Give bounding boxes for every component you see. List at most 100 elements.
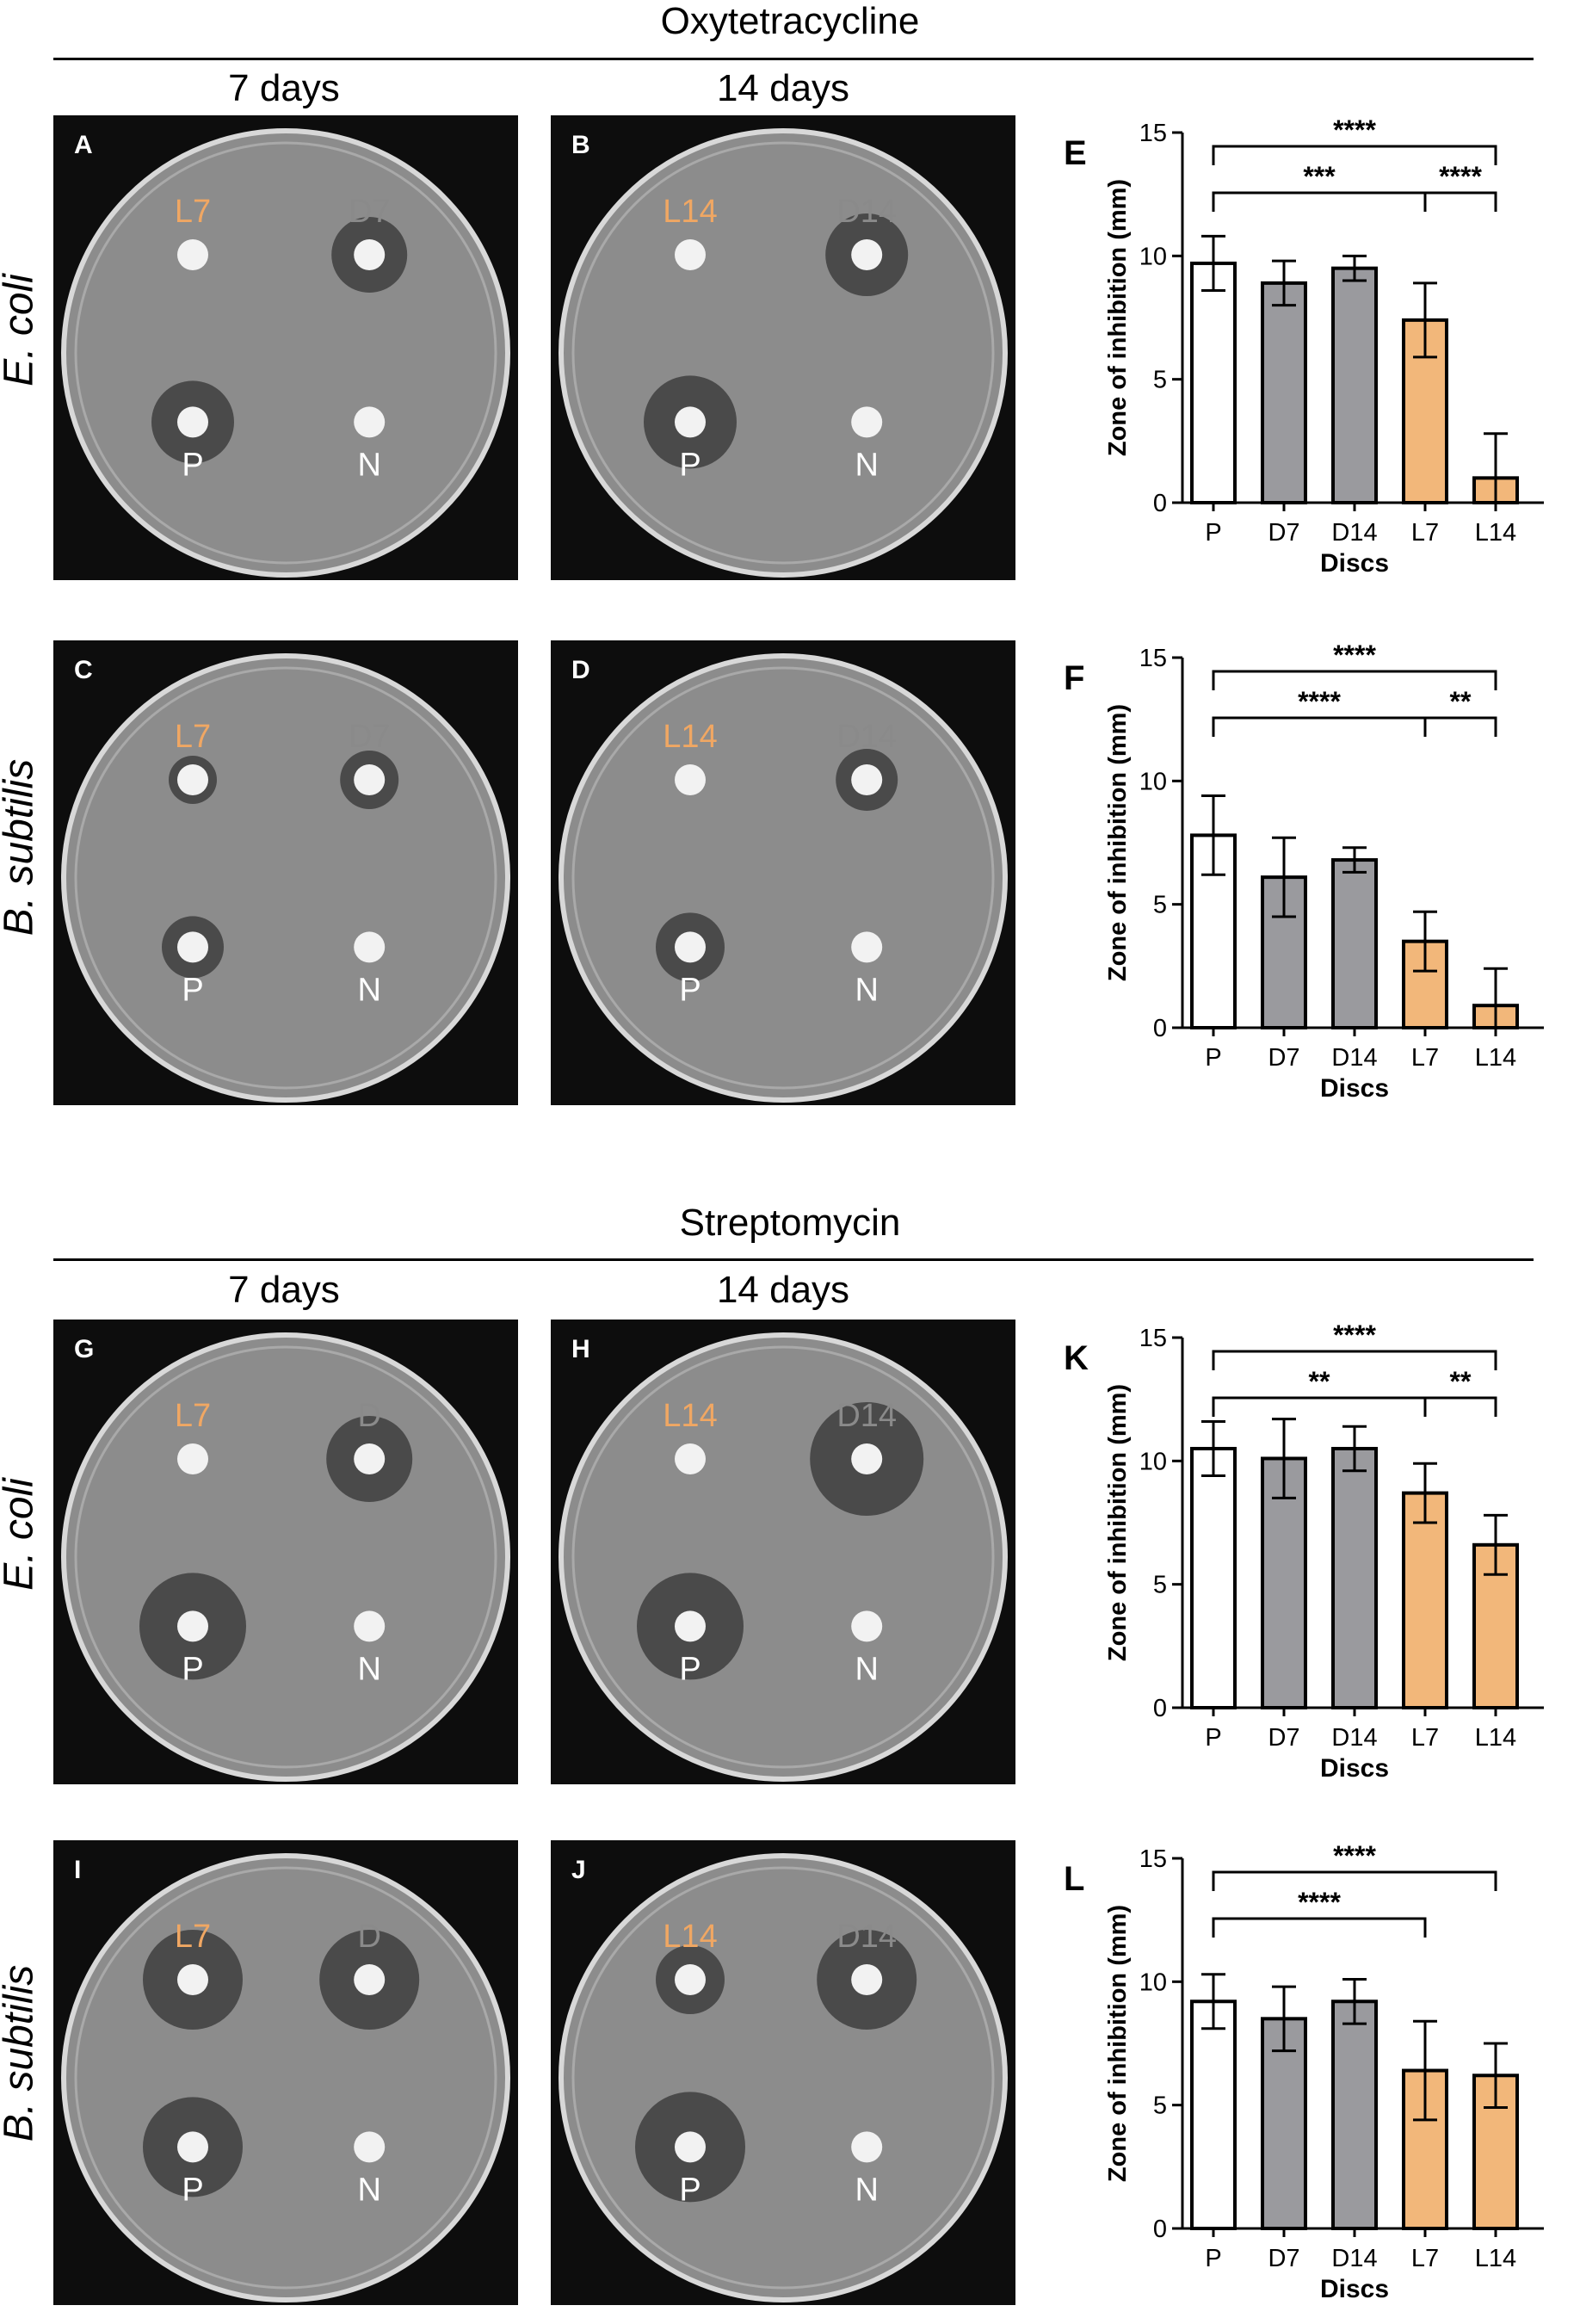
x-tick-label: L7 — [1411, 2245, 1439, 2272]
section-rule — [53, 58, 1534, 60]
disc-label-bl: P — [182, 972, 203, 1008]
antibiotic-disc — [675, 1964, 706, 1995]
x-tick-label: D7 — [1268, 2245, 1299, 2272]
y-tick-label: 10 — [1139, 1448, 1167, 1475]
x-tick-label: D7 — [1268, 519, 1299, 547]
antibiotic-disc — [354, 2131, 386, 2163]
plate-photo-d: L14 D14 P N D — [551, 640, 1015, 1105]
disc-label-bl: P — [679, 447, 701, 483]
x-tick-label: P — [1205, 519, 1221, 547]
antibiotic-disc — [177, 406, 208, 438]
antibiotic-disc — [177, 1443, 208, 1474]
panel-letter: I — [74, 1856, 82, 1884]
significance-bracket — [1212, 1870, 1497, 1891]
plate-photo-a: L7 D7 P N A — [53, 115, 518, 580]
disc-label-bl: P — [679, 972, 701, 1008]
disc-label-br: N — [357, 2172, 380, 2208]
significance-bracket — [1212, 670, 1497, 690]
panel-letter: A — [74, 131, 93, 159]
antibiotic-disc — [851, 2131, 883, 2163]
bar-d14 — [1331, 2000, 1378, 2230]
disc-label-br: N — [855, 972, 878, 1008]
row-label-b-subtilis: B. subtilis — [0, 1964, 42, 2142]
disc-label-br: N — [855, 1651, 878, 1687]
y-tick-label: 15 — [1139, 120, 1167, 147]
y-tick-label: 10 — [1139, 1969, 1167, 1996]
plate-photo-j: L14 D14 P N J — [551, 1840, 1015, 2305]
bar-chart-l: L 0 5 10 15 Zone of inhibition (mm) P D7 D14 L7 L1… — [1048, 1838, 1565, 2324]
column-label-7-days: 7 days — [228, 1269, 340, 1311]
significance-bracket — [1212, 1396, 1427, 1417]
disc-label-tr: D7 — [349, 719, 391, 755]
x-tick-label: L7 — [1411, 1724, 1439, 1752]
row-label-e-coli: E. coli — [0, 274, 42, 386]
antibiotic-disc — [354, 1610, 386, 1642]
antibiotic-disc — [851, 764, 883, 795]
antibiotic-disc — [851, 1443, 883, 1474]
disc-label-tr: D14 — [836, 1398, 897, 1434]
x-tick-label: L7 — [1411, 1044, 1439, 1072]
disc-label-br: N — [357, 447, 380, 483]
x-tick-label: D14 — [1331, 519, 1377, 547]
bar-d7 — [1261, 281, 1307, 504]
y-tick-label: 15 — [1139, 1325, 1167, 1352]
antibiotic-disc — [177, 1610, 208, 1642]
antibiotic-disc — [675, 2131, 706, 2163]
y-tick-label: 15 — [1139, 1845, 1167, 1873]
antibiotic-disc — [354, 764, 386, 795]
panel-letter: D — [571, 656, 590, 684]
y-tick-label: 0 — [1153, 490, 1167, 517]
significance-bracket — [1212, 145, 1497, 165]
disc-label-br: N — [357, 1651, 380, 1687]
significance-bracket — [1423, 191, 1497, 212]
significance-bracket — [1212, 1350, 1497, 1370]
y-tick-label: 5 — [1153, 1572, 1167, 1599]
antibiotic-disc — [177, 931, 208, 963]
petri-dish — [559, 128, 1008, 578]
antibiotic-disc — [177, 1964, 208, 1995]
y-tick-label: 5 — [1153, 367, 1167, 394]
significance-label: **** — [1333, 1320, 1376, 1351]
row-label-e-coli: E. coli — [0, 1478, 42, 1591]
bar-p — [1190, 2000, 1237, 2230]
disc-label-tr: D — [357, 1919, 380, 1955]
petri-dish — [559, 653, 1008, 1103]
panel-letter: G — [74, 1335, 95, 1363]
antibiotic-disc — [675, 931, 706, 963]
y-axis-label: Zone of inhibition (mm) — [1104, 1384, 1132, 1661]
antibiotic-disc — [354, 1964, 386, 1995]
x-axis-label: Discs — [1320, 2275, 1389, 2303]
panel-letter: J — [571, 1856, 586, 1884]
x-tick-label: L7 — [1411, 519, 1439, 547]
section-title-streptomycin: Streptomycin — [679, 1202, 901, 1244]
antibiotic-disc — [851, 1964, 883, 1995]
y-axis-label: Zone of inhibition (mm) — [1104, 179, 1132, 456]
antibiotic-disc — [851, 406, 883, 438]
y-tick-label: 0 — [1153, 2216, 1167, 2243]
significance-label: **** — [1333, 640, 1376, 671]
disc-label-bl: P — [679, 2172, 701, 2208]
y-tick-label: 5 — [1153, 2092, 1167, 2120]
significance-bracket — [1212, 1917, 1427, 1938]
antibiotic-disc — [354, 239, 386, 270]
petri-dish — [559, 1332, 1008, 1782]
significance-label: **** — [1439, 161, 1482, 192]
y-tick-label: 5 — [1153, 892, 1167, 919]
disc-label-tr: D14 — [836, 719, 897, 755]
disc-label-br: N — [855, 447, 878, 483]
chart-panel-letter: L — [1064, 1860, 1085, 1898]
significance-label: *** — [1303, 161, 1336, 192]
bar-d14 — [1331, 266, 1378, 505]
y-tick-label: 0 — [1153, 1695, 1167, 1722]
petri-dish — [559, 1853, 1008, 2302]
chart-panel-letter: E — [1064, 134, 1087, 172]
disc-label-tl: L14 — [663, 1398, 717, 1434]
disc-label-bl: P — [679, 1651, 701, 1687]
plate-photo-h: L14 D14 P N H — [551, 1320, 1015, 1784]
disc-label-br: N — [855, 2172, 878, 2208]
bar-chart-f: F 0 5 10 15 Zone of inhibition (mm) P D7 D14 L7 L1… — [1048, 637, 1565, 1123]
bar-chart-e: E 0 5 10 15 Zone of inhibition (mm) P D7 D14 L7 L1… — [1048, 112, 1565, 598]
x-tick-label: D14 — [1331, 1044, 1377, 1072]
plate-photo-g: L7 D P N G — [53, 1320, 518, 1784]
column-label-7-days: 7 days — [228, 67, 340, 109]
